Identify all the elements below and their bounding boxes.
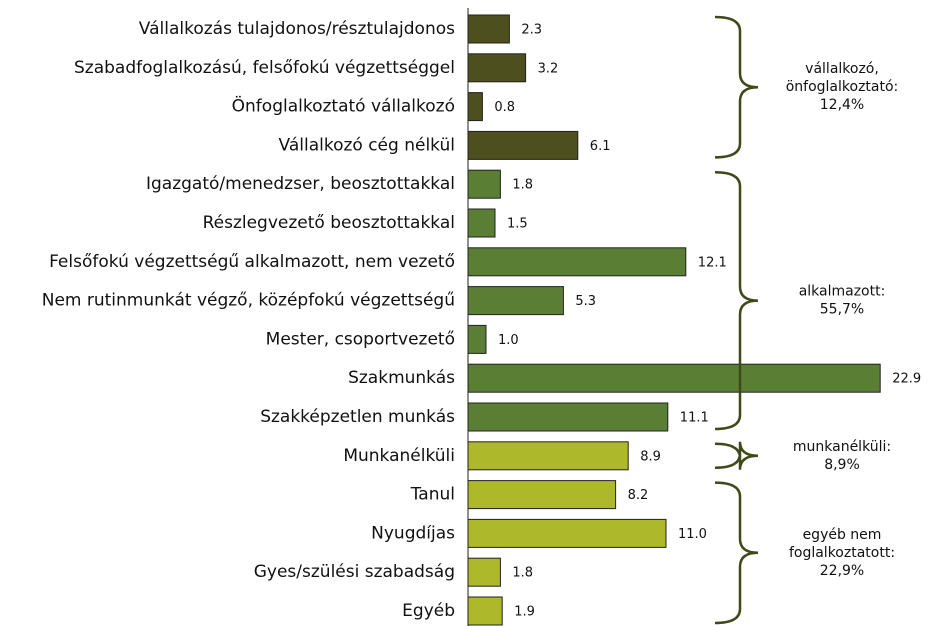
category-label: Szakképzetlen munkás [260, 407, 455, 427]
category-label: Gyes/szülési szabadság [254, 562, 455, 582]
value-label: 2.3 [521, 23, 542, 38]
bar [467, 441, 629, 471]
category-label: Nyugdíjas [371, 523, 455, 543]
category-label: Igazgató/menedzser, beosztottakkal [146, 174, 455, 194]
bar [467, 363, 881, 393]
brace [714, 170, 759, 431]
group-annotation: 12,4% [820, 97, 864, 113]
category-label: Felsőfokú végzettségű alkalmazott, nem v… [49, 252, 455, 272]
bar [467, 130, 579, 160]
group-annotation: 8,9% [824, 457, 860, 473]
group-annotation: egyéb nem [803, 527, 882, 543]
value-label: 0.8 [494, 100, 515, 115]
value-label: 8.2 [628, 488, 649, 503]
value-label: 8.9 [640, 449, 661, 464]
group-annotation: 22,9% [820, 563, 864, 579]
category-label: Munkanélküli [343, 446, 455, 466]
value-label: 12.1 [698, 255, 727, 270]
brace [714, 15, 759, 159]
bar [467, 14, 510, 44]
bar [467, 402, 669, 432]
group-annotation: vállalkozó, [805, 61, 879, 77]
value-label: 1.8 [512, 178, 533, 193]
bar [467, 596, 503, 626]
brace [714, 481, 759, 625]
category-label: Egyéb [402, 601, 455, 621]
bar [467, 53, 527, 83]
group-annotation: alkalmazott: [799, 284, 886, 300]
category-label: Mester, csoportvezető [266, 329, 455, 349]
brace [714, 441, 759, 470]
category-label: Nem rutinmunkát végző, középfokú végzett… [42, 291, 455, 311]
category-label: Önfoglalkoztató vállalkozó [232, 95, 455, 117]
category-label: Vállalkozás tulajdonos/résztulajdonos [139, 19, 455, 39]
value-label: 5.3 [575, 294, 596, 309]
value-label: 1.8 [512, 566, 533, 581]
bar [467, 92, 483, 122]
category-label: Szakmunkás [348, 368, 455, 388]
group-annotation: önfoglalkoztató: [786, 79, 899, 95]
category-label: Vállalkozó cég nélkül [279, 135, 455, 155]
bar [467, 208, 496, 238]
bar [467, 557, 501, 587]
category-label: Szabadfoglalkozású, felsőfokú végzettség… [74, 58, 455, 78]
bar [467, 286, 564, 316]
value-label: 1.9 [514, 605, 535, 620]
value-label: 3.2 [538, 61, 559, 76]
value-label: 6.1 [590, 139, 611, 154]
bar [467, 324, 487, 354]
value-label: 11.1 [680, 411, 709, 426]
category-label: Részlegvezető beosztottakkal [203, 213, 455, 233]
group-annotation: 55,7% [820, 302, 864, 318]
bar [467, 247, 687, 277]
value-label: 11.0 [678, 527, 707, 542]
bar [467, 518, 667, 548]
value-label: 1.5 [507, 217, 528, 232]
group-annotation: foglalkoztatott: [789, 545, 895, 561]
value-label: 22.9 [892, 372, 921, 387]
category-label: Tanul [410, 485, 455, 505]
value-label: 1.0 [498, 333, 519, 348]
bar [467, 169, 501, 199]
bar [467, 480, 617, 510]
group-annotation: munkanélküli: [793, 439, 891, 455]
